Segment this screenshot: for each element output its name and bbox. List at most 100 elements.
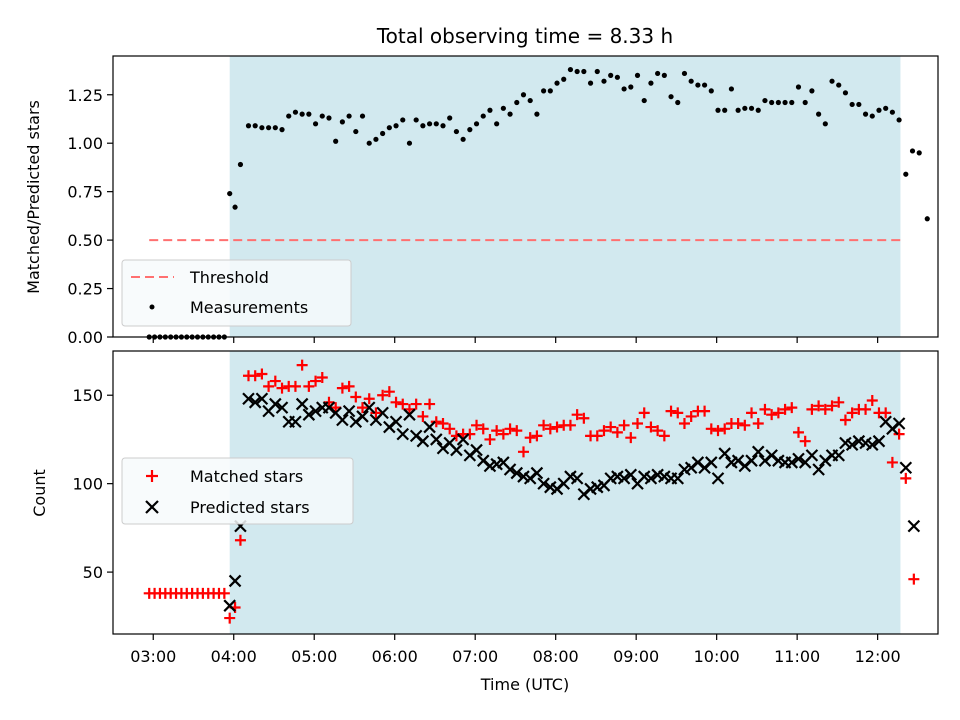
matched-star-point xyxy=(377,389,389,401)
matched-star-point xyxy=(491,425,503,437)
predicted-star-point xyxy=(223,599,236,612)
predicted-star-point xyxy=(624,468,638,482)
measurement-point xyxy=(775,99,781,106)
predicted-star-point xyxy=(745,454,758,467)
measurement-point xyxy=(688,78,694,84)
predicted-star-point xyxy=(242,392,255,406)
predicted-star-point xyxy=(510,466,524,480)
predicted-star-point xyxy=(416,434,430,448)
measurement-point xyxy=(299,111,305,117)
matched-star-point xyxy=(672,407,684,419)
measurement-point xyxy=(849,101,855,108)
matched-star-point xyxy=(839,414,851,426)
measurement-point xyxy=(681,70,688,77)
x-tick-label: 03:00 xyxy=(130,647,176,666)
predicted-star-point xyxy=(671,472,685,485)
measurement-point xyxy=(292,109,299,115)
matched-star-point xyxy=(779,403,791,415)
predicted-star-point xyxy=(907,519,921,533)
matched-star-point xyxy=(464,428,476,440)
predicted-star-point xyxy=(389,415,403,429)
matched-star-point xyxy=(632,418,644,430)
predicted-star-point xyxy=(470,443,483,457)
predicted-star-point xyxy=(450,443,463,457)
matched-star-point xyxy=(866,395,878,407)
matched-star-point xyxy=(403,403,415,415)
top-y-tick-label: 0.75 xyxy=(67,183,103,202)
measurement-point xyxy=(909,148,916,154)
matched-star-point xyxy=(370,407,382,419)
matched-star-point xyxy=(618,419,630,431)
measurement-point xyxy=(889,109,895,115)
matched-star-point xyxy=(605,421,617,433)
top-y-tick-label: 1.25 xyxy=(67,86,103,105)
measurement-point xyxy=(789,99,795,106)
matched-star-point xyxy=(611,426,623,438)
measurement-point xyxy=(346,113,352,119)
measurement-point xyxy=(413,117,419,123)
measurement-point xyxy=(237,161,244,168)
measurement-point xyxy=(614,74,620,80)
measurement-point xyxy=(661,72,667,78)
top-y-tick-label: 0.00 xyxy=(67,328,103,347)
matched-star-point xyxy=(732,418,744,430)
measurement-point xyxy=(769,99,775,106)
matched-star-point xyxy=(766,409,778,421)
measurement-point xyxy=(561,76,567,82)
measurements-series xyxy=(146,66,930,340)
measurement-point xyxy=(514,99,520,106)
x-tick-label: 08:00 xyxy=(533,647,579,666)
measurement-point xyxy=(916,150,922,156)
measurement-point xyxy=(433,121,439,127)
matched-stars-series xyxy=(143,359,920,624)
top-y-tick-label: 1.00 xyxy=(67,134,103,153)
measurement-point xyxy=(675,99,681,106)
matched-star-point xyxy=(357,402,369,414)
measurement-point xyxy=(842,90,849,96)
matched-star-point xyxy=(363,393,375,405)
matched-star-point xyxy=(249,370,261,382)
predicted-star-point xyxy=(289,415,302,429)
matched-star-point xyxy=(846,407,858,419)
measurement-point xyxy=(534,111,540,117)
legend-threshold-label: Threshold xyxy=(189,268,269,287)
predicted-star-point xyxy=(792,452,805,466)
predicted-star-point xyxy=(356,410,369,423)
predicted-star-point xyxy=(751,445,765,459)
measurement-point xyxy=(896,117,902,123)
measurement-point xyxy=(272,125,278,131)
measurement-point xyxy=(227,190,233,197)
matched-star-point xyxy=(886,456,898,468)
top-legend: Threshold Measurements xyxy=(121,259,352,327)
matched-star-point xyxy=(786,402,798,414)
measurement-point xyxy=(708,88,714,94)
legend-matched-label: Matched stars xyxy=(190,467,303,486)
matched-star-point xyxy=(833,396,845,408)
predicted-star-point xyxy=(456,433,470,446)
predicted-star-point xyxy=(269,397,282,411)
matched-star-point xyxy=(799,435,811,447)
measurement-point xyxy=(695,82,701,88)
measurement-point xyxy=(715,107,721,113)
measurement-point xyxy=(574,68,580,75)
matched-star-point xyxy=(276,382,288,394)
top-y-axis: 0.00 0.25 0.50 0.75 1.00 1.25 xyxy=(67,86,113,347)
matched-star-point xyxy=(645,421,657,433)
measurement-point xyxy=(400,117,406,123)
legend-predicted-label: Predicted stars xyxy=(190,498,310,517)
x-tick-label: 07:00 xyxy=(452,647,498,666)
matched-star-point xyxy=(224,612,236,624)
measurement-point xyxy=(608,72,614,78)
measurement-point xyxy=(648,80,654,86)
bottom-y-tick-label: 150 xyxy=(72,386,103,405)
matched-star-point xyxy=(350,391,362,403)
measurement-point xyxy=(259,125,265,131)
measurement-point xyxy=(668,94,674,100)
matched-star-point xyxy=(296,359,308,371)
bottom-legend-box xyxy=(121,457,354,525)
matched-star-point xyxy=(263,380,275,392)
measurement-point xyxy=(286,113,292,119)
matched-star-point xyxy=(323,396,335,408)
